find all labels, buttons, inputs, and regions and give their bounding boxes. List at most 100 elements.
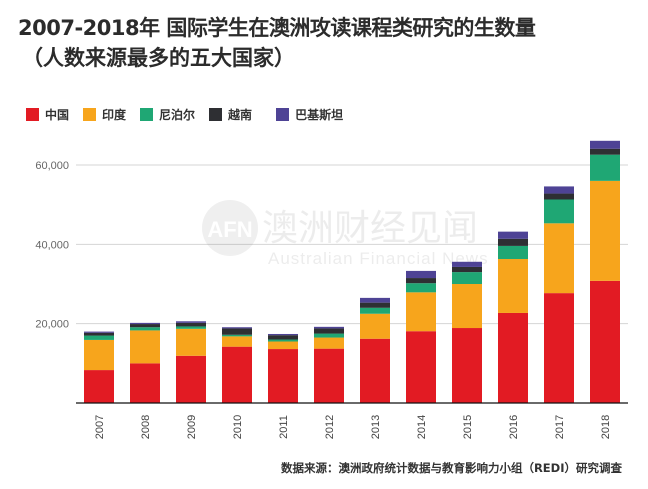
y-axis: 20,000 40,000 60,000 [35, 160, 69, 331]
bar-segment [314, 348, 344, 403]
bar-segment [452, 272, 482, 284]
bar-segment [544, 199, 574, 224]
bar-segment [314, 333, 344, 338]
chart-title: 2007-2018年 国际学生在澳洲攻读课程类研究的生数量 [18, 16, 536, 40]
x-tick-label: 2008 [140, 415, 152, 439]
legend-swatch-pakistan [276, 107, 290, 121]
bar-segment [590, 280, 620, 403]
bar-segment [544, 293, 574, 403]
bar-segment [544, 223, 574, 294]
bar-segment [314, 337, 344, 349]
legend-swatch-china [26, 107, 39, 121]
bar-segment [498, 238, 528, 246]
bar-stack-2016 [498, 231, 528, 403]
bar-segment [360, 302, 390, 308]
bar-segment [544, 186, 574, 194]
x-axis: 2007 2008 2009 2010 2011 2012 2013 2014 2015 2016… [76, 402, 628, 439]
x-tick-label: 2017 [554, 415, 566, 439]
bar-segment [268, 349, 298, 403]
chart-subtitle: （人数来源最多的五大国家） [22, 46, 295, 70]
bar-segment [222, 336, 252, 347]
bar-segment [498, 312, 528, 403]
x-tick-label: 2013 [370, 415, 382, 439]
bar-segment [406, 270, 436, 279]
bar-segment [498, 231, 528, 239]
legend-item-china: 中国 [26, 106, 69, 123]
bar-segment [130, 322, 160, 325]
bar-stack-2012 [314, 326, 344, 403]
bar-stack-2010 [222, 327, 252, 403]
bar-segment [544, 193, 574, 200]
legend: 中国 印度 尼泊尔 越南 巴基斯坦 [26, 104, 357, 124]
legend-label-pakistan: 巴基斯坦 [295, 107, 344, 122]
bar-segment [360, 307, 390, 314]
y-tick-label: 60,000 [35, 160, 69, 172]
bar-stack-2007 [84, 331, 114, 403]
data-source-note: 数据来源：澳洲政府统计数据与教育影响力小组（REDI）研究调查 [280, 461, 622, 475]
x-tick-label: 2009 [186, 415, 198, 439]
gridlines [76, 164, 628, 325]
y-tick-label: 40,000 [35, 239, 69, 251]
x-tick-label: 2007 [94, 415, 106, 439]
bar-segment [590, 140, 620, 149]
legend-item-nepal: 尼泊尔 [140, 106, 195, 123]
bar-segment [84, 339, 114, 371]
bar-segment [268, 333, 298, 336]
bar-segment [360, 338, 390, 403]
bar-stack-2018 [590, 140, 620, 403]
bar-segment [130, 330, 160, 364]
x-tick-label: 2015 [462, 415, 474, 439]
bar-segment [590, 154, 620, 181]
x-tick-label: 2010 [232, 415, 244, 439]
x-tick-label: 2011 [278, 415, 290, 439]
y-tick-label: 20,000 [35, 319, 69, 331]
bar-segment [406, 278, 436, 284]
bars [84, 140, 620, 403]
bar-segment [360, 297, 390, 303]
x-tick-label: 2012 [324, 415, 336, 439]
bar-segment [406, 292, 436, 332]
bar-stack-2011 [268, 333, 298, 403]
bar-segment [84, 331, 114, 333]
bar-segment [130, 327, 160, 331]
legend-item-pakistan: 巴基斯坦 [276, 106, 343, 123]
bar-segment [452, 266, 482, 273]
x-tick-label: 2016 [508, 415, 520, 439]
bar-segment [360, 313, 390, 339]
bar-segment [130, 324, 160, 328]
bar-segment [590, 148, 620, 155]
bar-stack-2014 [406, 270, 436, 403]
legend-swatch-vietnam [209, 107, 223, 121]
bar-segment [222, 327, 252, 329]
bar-segment [222, 328, 252, 335]
legend-item-india: 印度 [83, 106, 126, 123]
legend-label-nepal: 尼泊尔 [159, 107, 196, 122]
watermark-en-text: Australian Financial News [268, 249, 489, 268]
legend-label-vietnam: 越南 [228, 107, 253, 122]
bar-segment [498, 245, 528, 260]
legend-label-china: 中国 [45, 107, 70, 122]
bar-segment [590, 180, 620, 281]
bar-segment [176, 355, 206, 403]
bar-stack-2015 [452, 261, 482, 403]
watermark: AFN 澳洲财经见闻 Australian Financial News [202, 200, 489, 268]
watermark-logo-text: AFN [207, 217, 252, 242]
watermark-cn-text: 澳洲财经见闻 [262, 208, 478, 249]
bar-segment [268, 335, 298, 340]
bar-segment [452, 261, 482, 267]
bar-segment [406, 283, 436, 293]
bar-segment [314, 326, 344, 329]
legend-item-vietnam: 越南 [209, 106, 252, 123]
x-tick-label: 2014 [416, 415, 428, 439]
legend-swatch-india [83, 107, 97, 121]
bar-segment [130, 363, 160, 403]
bar-segment [84, 335, 114, 340]
bar-segment [222, 334, 252, 337]
bar-stack-2017 [544, 186, 574, 403]
bar-segment [452, 328, 482, 403]
x-tick-label: 2018 [600, 415, 612, 439]
bar-stack-2009 [176, 321, 206, 403]
bar-segment [176, 328, 206, 356]
bar-stack-2013 [360, 297, 390, 403]
